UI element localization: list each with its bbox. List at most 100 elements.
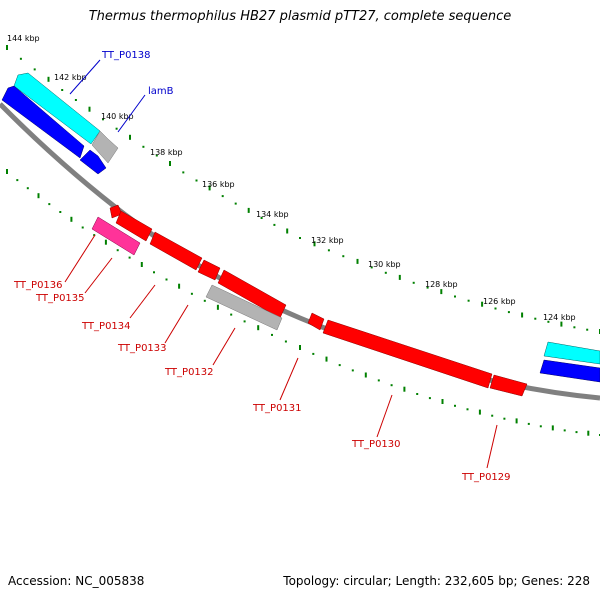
label-TT_P0136[interactable]: TT_P0136 xyxy=(13,280,63,291)
tick-mark xyxy=(312,352,315,355)
scale-label-138: 138 kbp xyxy=(150,148,183,157)
scale-label-140: 140 kbp xyxy=(101,112,134,121)
gene-forward-2[interactable] xyxy=(79,149,107,175)
tick-mark xyxy=(539,425,542,428)
leader-TT_P0133 xyxy=(164,304,189,344)
label-TT_P0130[interactable]: TT_P0130 xyxy=(351,439,401,450)
scale-label-126: 126 kbp xyxy=(483,297,516,306)
tick-mark xyxy=(169,161,171,166)
tick-mark xyxy=(338,364,341,367)
tick-mark xyxy=(165,278,168,281)
tick-mark xyxy=(129,134,131,140)
accession-text: Accession: NC_005838 xyxy=(8,574,145,588)
tick-mark xyxy=(466,408,469,411)
tick-mark xyxy=(547,320,550,323)
scale-label-132: 132 kbp xyxy=(311,236,344,245)
gene-TT_P0135[interactable] xyxy=(91,216,141,256)
tick-mark xyxy=(116,249,119,252)
leader-lines xyxy=(64,59,498,469)
tick-mark xyxy=(507,311,510,314)
tick-mark xyxy=(155,154,158,157)
tick-mark xyxy=(575,431,578,434)
reverse-genes xyxy=(91,204,528,397)
tick-mark xyxy=(260,217,263,219)
tick-mark xyxy=(48,203,51,206)
gene-forward-1[interactable] xyxy=(1,85,85,159)
tick-mark xyxy=(195,179,198,182)
leader-TT_P0129 xyxy=(486,424,498,469)
tick-mark xyxy=(356,258,359,264)
tick-mark xyxy=(527,422,530,425)
gene-TT_P0132a[interactable] xyxy=(197,259,221,281)
tick-mark xyxy=(257,325,260,331)
tick-mark xyxy=(416,393,419,395)
leader-TT_P0135 xyxy=(84,257,113,294)
tick-mark xyxy=(412,281,415,284)
scale-label-142: 142 kbp xyxy=(54,73,87,82)
tick-mark xyxy=(384,271,387,274)
tick-mark xyxy=(440,289,443,295)
scale-labels: 144 kbp 142 kbp 140 kbp 138 kbp 136 kbp … xyxy=(7,34,576,322)
label-TT_P0135[interactable]: TT_P0135 xyxy=(35,293,85,304)
tick-mark xyxy=(47,76,50,82)
inner-tick-ring xyxy=(6,169,600,436)
gene-TT_P0138[interactable] xyxy=(13,72,101,145)
tick-mark xyxy=(230,313,233,316)
gene-TT_P0134[interactable] xyxy=(115,210,153,242)
tick-mark xyxy=(182,171,185,174)
tick-mark xyxy=(271,333,273,336)
tick-mark xyxy=(560,321,563,327)
label-TT_P0129[interactable]: TT_P0129 xyxy=(461,472,511,483)
tick-mark xyxy=(534,317,537,320)
tick-mark xyxy=(19,57,22,60)
tick-mark xyxy=(61,89,64,91)
tick-mark xyxy=(243,320,246,323)
tick-mark xyxy=(454,404,456,407)
gene-forward-far-1[interactable] xyxy=(543,341,600,365)
map-title: Thermus thermophilus HB27 plasmid pTT27,… xyxy=(88,9,512,24)
gene-TT_P0131a[interactable] xyxy=(307,312,325,331)
tick-mark xyxy=(390,384,393,387)
tick-mark xyxy=(426,286,429,289)
tick-mark xyxy=(573,326,576,329)
tick-mark xyxy=(299,347,301,349)
tick-mark xyxy=(299,237,301,239)
tick-mark xyxy=(494,307,497,310)
tick-mark xyxy=(203,299,206,302)
gene-TT_P0133[interactable] xyxy=(149,231,203,271)
tick-mark xyxy=(515,418,518,424)
tick-mark xyxy=(142,145,145,148)
label-lamB[interactable]: lamB xyxy=(148,86,174,97)
gene-lamB-pseudo[interactable] xyxy=(91,130,119,164)
tick-mark xyxy=(478,409,481,415)
tick-mark xyxy=(234,202,237,205)
tick-mark xyxy=(284,340,287,343)
tick-mark xyxy=(342,255,345,258)
gene-TT_P0130[interactable] xyxy=(322,319,493,389)
tick-mark xyxy=(81,226,84,229)
label-TT_P0133[interactable]: TT_P0133 xyxy=(117,343,167,354)
tick-mark xyxy=(33,68,36,71)
tick-mark xyxy=(128,256,131,259)
label-TT_P0138[interactable]: TT_P0138 xyxy=(101,50,151,61)
tick-mark xyxy=(364,372,367,378)
tick-mark xyxy=(104,239,107,245)
tick-mark xyxy=(398,274,401,280)
label-TT_P0132[interactable]: TT_P0132 xyxy=(164,367,214,378)
gene-pseudo-2[interactable] xyxy=(205,284,283,331)
label-TT_P0134[interactable]: TT_P0134 xyxy=(81,321,131,332)
gene-forward-far-2[interactable] xyxy=(539,359,600,383)
tick-mark xyxy=(16,179,19,182)
gene-TT_P0129[interactable] xyxy=(489,374,528,397)
tick-mark xyxy=(6,169,8,174)
tick-mark xyxy=(59,211,62,213)
tick-mark xyxy=(74,99,77,101)
tick-mark xyxy=(454,295,456,298)
tick-mark xyxy=(6,45,8,50)
tick-mark xyxy=(563,429,566,432)
scale-label-144: 144 kbp xyxy=(7,34,40,43)
label-TT_P0131[interactable]: TT_P0131 xyxy=(252,403,302,414)
tick-mark xyxy=(70,216,73,222)
tick-mark xyxy=(273,223,276,226)
tick-mark xyxy=(467,299,470,302)
